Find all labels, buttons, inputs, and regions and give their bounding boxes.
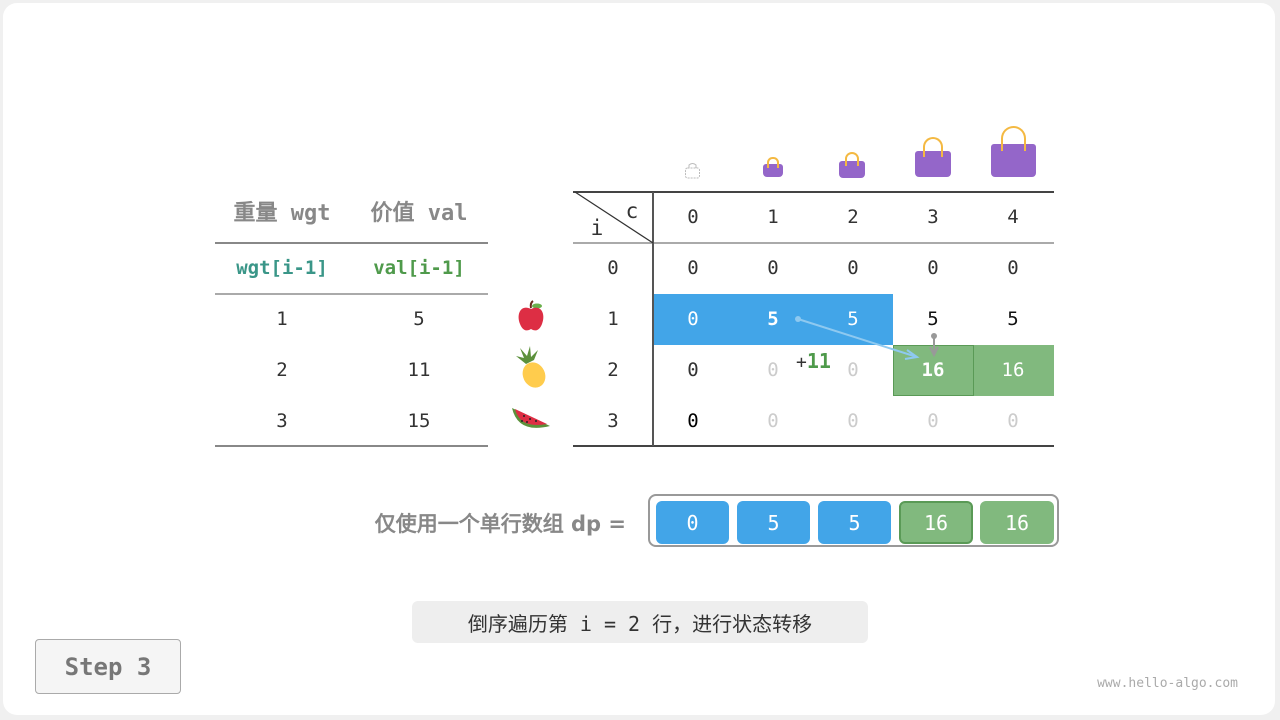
col-header: 1 bbox=[767, 206, 779, 228]
value-cell: 15 bbox=[407, 410, 431, 432]
divider bbox=[215, 293, 488, 295]
dp-cell: 0 bbox=[767, 359, 779, 381]
corner-diagonal bbox=[574, 192, 653, 243]
watermelon-icon bbox=[512, 408, 550, 428]
weight-cell: 3 bbox=[276, 410, 288, 432]
value-cell: 5 bbox=[413, 308, 425, 330]
dp-cell: 0 bbox=[656, 501, 729, 544]
dp-cell: 0 bbox=[1007, 410, 1019, 432]
dp-cell: 5 bbox=[737, 501, 810, 544]
dp-array-label: 仅使用一个单行数组 dp = bbox=[374, 512, 626, 536]
dp-cell: 0 bbox=[687, 410, 699, 432]
pineapple-icon bbox=[516, 346, 546, 388]
watermark: www.hello-algo.com bbox=[1097, 676, 1238, 691]
dp-cell: 0 bbox=[1007, 257, 1019, 279]
dp-cell: 0 bbox=[847, 359, 859, 381]
col-header: 0 bbox=[687, 206, 699, 228]
dp-array bbox=[648, 494, 1059, 547]
dp-cell: 0 bbox=[767, 410, 779, 432]
corner-i: i bbox=[590, 216, 604, 240]
dp-cell-current: 16 bbox=[899, 501, 973, 544]
dp-cell: 0 bbox=[847, 257, 859, 279]
dp-cell: 0 bbox=[927, 410, 939, 432]
bag-icon bbox=[991, 125, 1036, 177]
dp-cell: 16 bbox=[1001, 359, 1025, 381]
value-cell: 11 bbox=[407, 359, 431, 381]
dp-cell: 5 bbox=[1007, 308, 1019, 330]
dp-cell: 16 bbox=[980, 501, 1054, 544]
bag-icon bbox=[915, 136, 951, 177]
canvas bbox=[3, 3, 1275, 715]
divider bbox=[573, 445, 1054, 447]
col-header: 2 bbox=[847, 206, 859, 228]
plus-value-label: +11 bbox=[796, 349, 831, 373]
weight-cell: 2 bbox=[276, 359, 288, 381]
bag-icon bbox=[763, 156, 783, 177]
divider bbox=[573, 191, 1054, 193]
dp-cell: 5 bbox=[927, 308, 939, 330]
dp-cell: 5 bbox=[767, 308, 779, 330]
dp-cell: 0 bbox=[847, 410, 859, 432]
dp-cell: 0 bbox=[687, 359, 699, 381]
divider bbox=[652, 192, 654, 446]
header-weight: 重量 wgt bbox=[233, 201, 331, 226]
dp-cell: 0 bbox=[687, 308, 699, 330]
step-button[interactable]: Step 3 bbox=[35, 639, 181, 694]
subheader-wgt: wgt[i-1] bbox=[236, 257, 328, 279]
row-header: 1 bbox=[607, 308, 619, 330]
dp-cell: 5 bbox=[818, 501, 891, 544]
weight-cell: 1 bbox=[276, 308, 288, 330]
row-header: 3 bbox=[607, 410, 619, 432]
header-value: 价值 val bbox=[370, 201, 468, 226]
bag-icon bbox=[839, 151, 865, 178]
dp-cell: 0 bbox=[767, 257, 779, 279]
dp-cell: 0 bbox=[687, 257, 699, 279]
divider bbox=[573, 242, 1054, 244]
dp-cell: 16 bbox=[921, 359, 945, 381]
empty-bag-icon bbox=[685, 163, 700, 179]
dp-cell: 5 bbox=[847, 308, 859, 330]
col-header: 3 bbox=[927, 206, 939, 228]
row-header: 0 bbox=[607, 257, 619, 279]
apple-icon bbox=[518, 300, 544, 331]
corner-c: c bbox=[625, 199, 639, 223]
caption: 倒序遍历第 i = 2 行，进行状态转移 bbox=[412, 601, 868, 643]
divider bbox=[215, 445, 488, 447]
dp-cell: 0 bbox=[927, 257, 939, 279]
divider bbox=[215, 242, 488, 244]
row-header: 2 bbox=[607, 359, 619, 381]
col-header: 4 bbox=[1007, 206, 1019, 228]
subheader-val: val[i-1] bbox=[373, 257, 465, 279]
